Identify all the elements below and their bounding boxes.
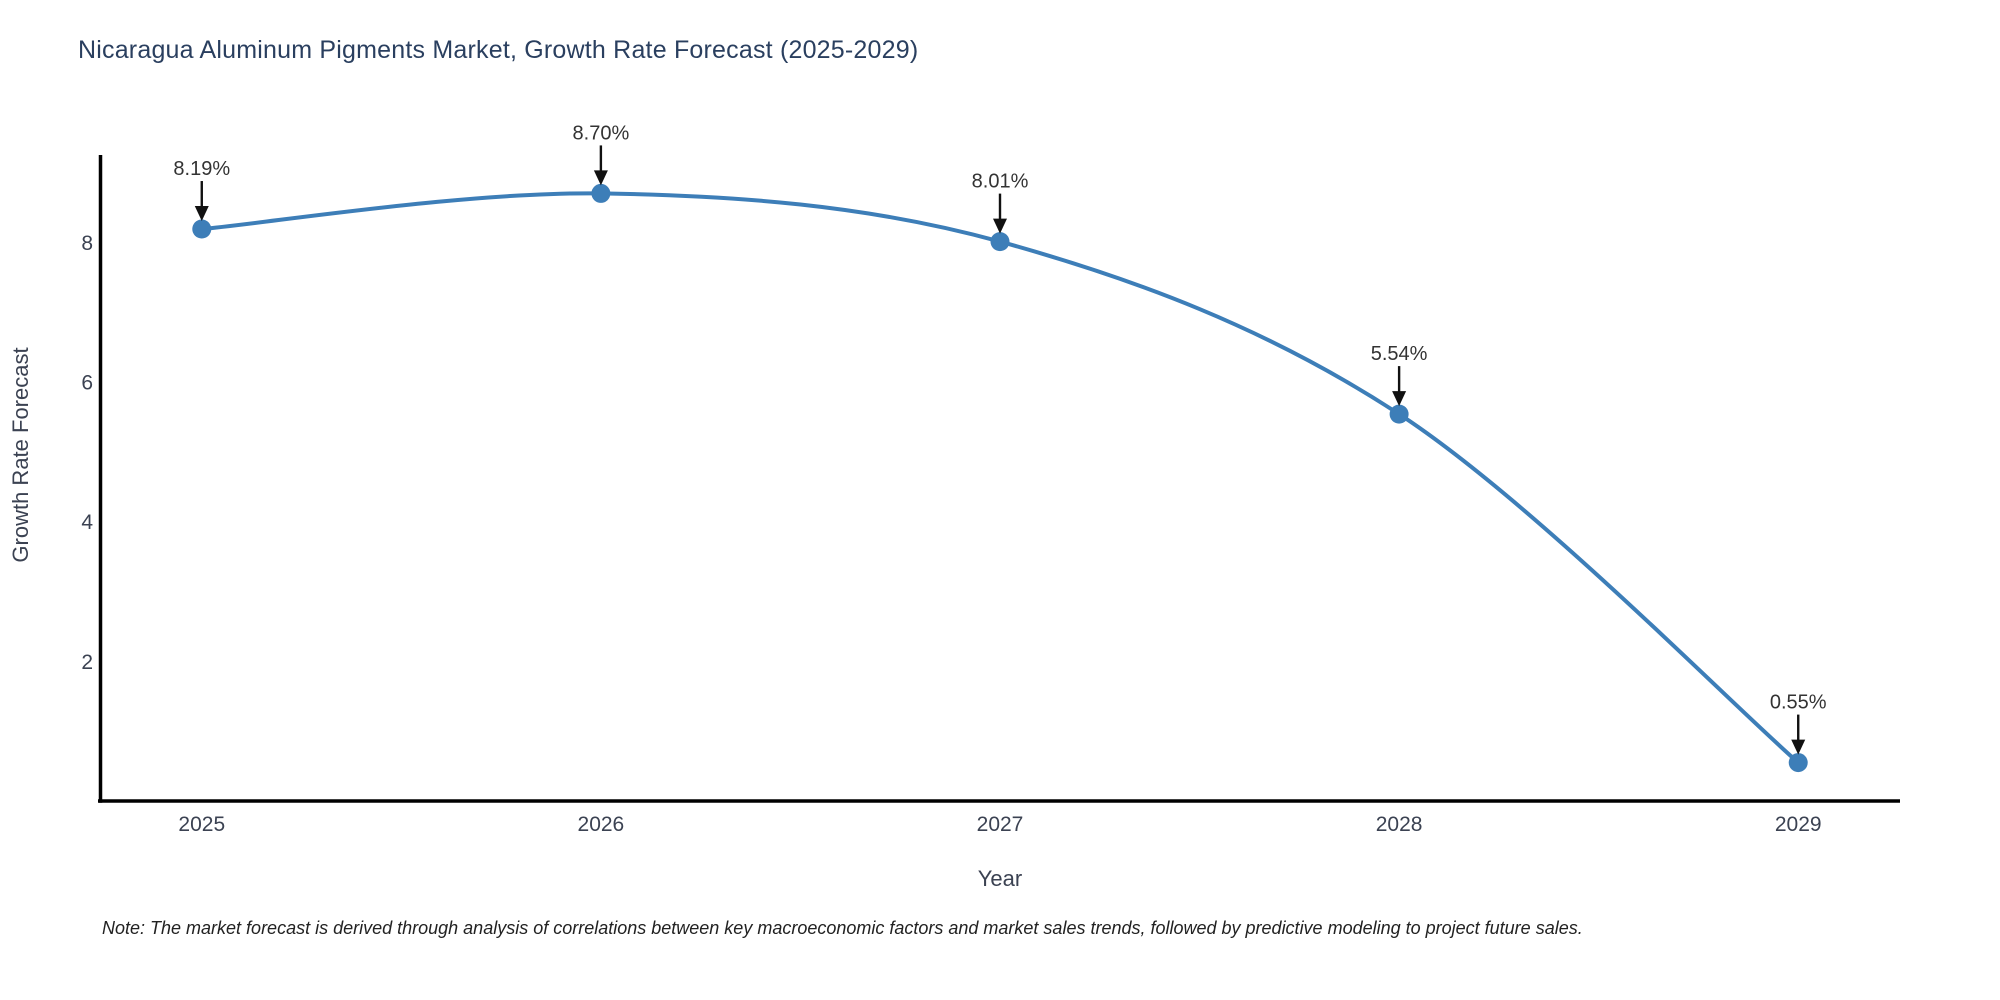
annotation-arrow-head (1392, 391, 1407, 407)
trend-line (199, 191, 1801, 765)
y-axis-title: Growth Rate Forecast (8, 347, 33, 562)
point-annotation-label: 5.54% (1371, 343, 1428, 365)
data-point-marker (192, 219, 212, 239)
chart-title: Nicaragua Aluminum Pigments Market, Grow… (78, 36, 919, 64)
annotation-arrow-head (993, 218, 1007, 234)
footnote: Note: The market forecast is derived thr… (102, 918, 1583, 938)
data-point-marker (1788, 753, 1808, 773)
data-point-marker (990, 232, 1010, 252)
x-tick-label: 2029 (1775, 813, 1822, 836)
annotation-arrow-head (194, 206, 209, 222)
y-tick-label: 8 (81, 232, 93, 255)
annotation-arrow-head (593, 170, 608, 186)
x-tick-label: 2027 (977, 813, 1024, 836)
annotation-arrow-head (1791, 739, 1806, 755)
y-tick-label: 2 (81, 651, 93, 674)
data-point-marker (1389, 404, 1409, 424)
series-group (192, 183, 1808, 773)
annotations-group: 8.19% 8.70% 8.01% 5.54% 0.55% (173, 122, 1827, 755)
x-tick-label: 2028 (1376, 813, 1423, 836)
point-annotation-label: 8.70% (573, 122, 630, 144)
point-annotation-label: 8.01% (972, 171, 1029, 193)
x-axis-tick-labels: 2025 2026 2027 2028 2029 (178, 813, 1821, 836)
point-annotation-label: 0.55% (1770, 692, 1827, 714)
x-tick-label: 2026 (578, 813, 625, 836)
y-tick-label: 6 (81, 371, 93, 394)
y-tick-label: 4 (81, 511, 93, 534)
y-axis-tick-labels: 2 4 6 8 (81, 232, 93, 674)
x-axis-title: Year (978, 866, 1022, 891)
point-annotation-label: 8.19% (173, 158, 230, 180)
data-point-marker (591, 183, 611, 203)
x-tick-label: 2025 (178, 813, 225, 836)
